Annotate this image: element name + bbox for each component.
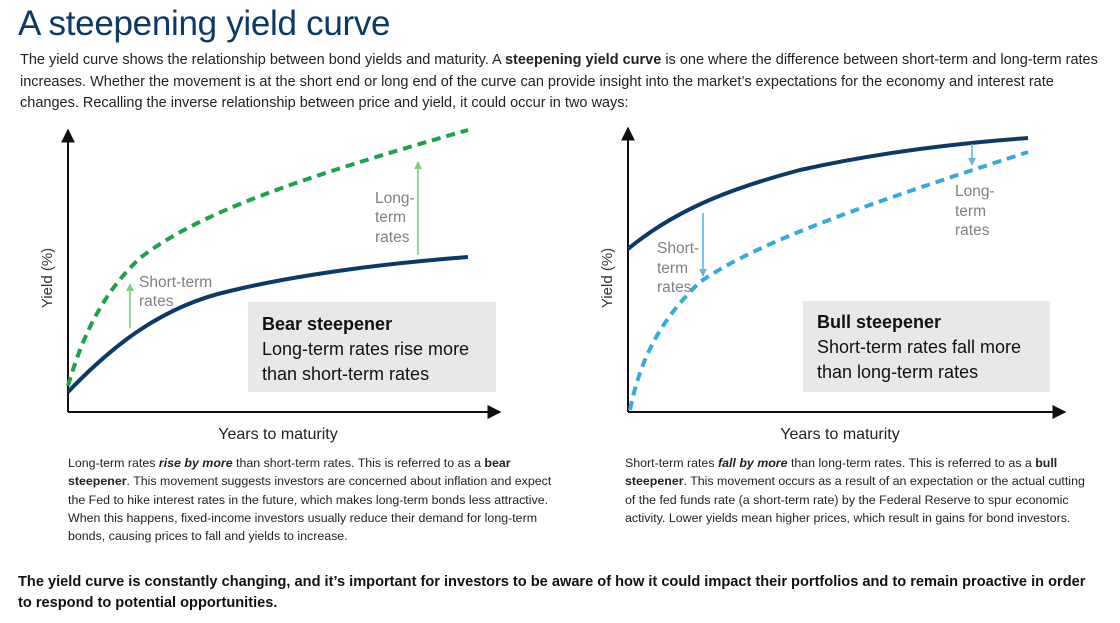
bear-y-axis-label: Yield (%) [39,248,56,308]
bull-desc-term: bull steepener [625,456,1058,489]
intro-text-2: is one where the difference between shor… [20,52,1098,111]
bear-desc-term: bear steepener [68,456,511,489]
bull-desc-text-3: . This movement occurs as a result of an… [625,474,1085,525]
bull-x-axis-label: Years to maturity [780,426,899,443]
bull-steepener-diagram: Yield (%) Years to maturity Short- term … [599,126,1067,443]
bull-y-axis-label: Yield (%) [599,248,616,308]
bear-steepener-title: Bear steepener [262,314,392,334]
bear-desc-emphasis: rise by more [158,456,233,470]
bull-desc-text-2: than long-term rates. This is referred t… [787,456,1036,470]
bull-shifted-curve [628,150,1029,411]
bull-description: Short-term rates fall by more than long-… [625,454,1095,527]
bear-description: Long-term rates rise by more than short-… [68,454,558,545]
intro-paragraph: The yield curve shows the relationship b… [20,50,1105,115]
bear-shifted-curve [66,128,469,387]
bull-steepener-title: Bull steepener [817,312,941,332]
bull-desc-text-1: Short-term rates [625,456,718,470]
bull-original-curve [626,136,1029,251]
bear-long-term-label: Long- term rates [375,190,419,246]
page-title: A steepening yield curve [18,4,391,43]
bear-desc-text-1: Long-term rates [68,456,159,470]
bear-original-curve [66,255,469,394]
bear-steepener-box [248,302,496,392]
intro-bold-term: steepening yield curve [504,52,662,68]
bull-steepener-text: Short-term rates fall more than long-ter… [817,337,1026,382]
bull-desc-emphasis: fall by more [717,456,788,470]
bull-long-term-label: Long- term rates [955,183,999,239]
bull-short-term-label: Short- term rates [657,240,704,296]
bull-steepener-box [803,301,1050,392]
intro-text-1: The yield curve shows the relationship b… [20,52,505,68]
bear-x-axis-label: Years to maturity [218,426,337,443]
bear-short-term-label: Short-term rates [139,274,217,310]
footer-note: The yield curve is constantly changing, … [18,574,1086,611]
bear-desc-text-2: than short-term rates. This is referred … [232,456,485,470]
bear-steepener-diagram: Yield (%) Years to maturity Short-term r… [39,128,502,443]
bear-steepener-text: Long-term rates rise more than short-ter… [262,339,474,384]
bear-desc-text-3: . This movement suggests investors are c… [68,474,552,544]
